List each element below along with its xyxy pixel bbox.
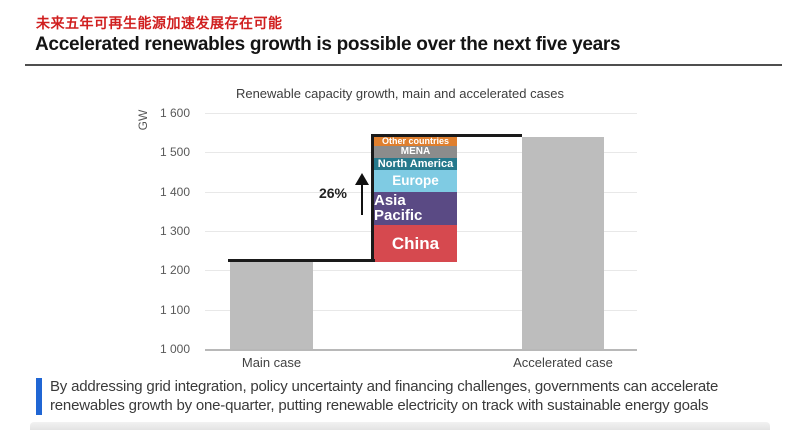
segment-label: North America [377, 157, 454, 170]
segment-north-america: North America [374, 157, 457, 171]
step-line-main-top [228, 259, 375, 263]
header-divider [25, 64, 782, 66]
segment-label: Europe [392, 173, 439, 189]
up-arrow-icon [355, 173, 369, 215]
y-tick-label: 1 200 [159, 263, 190, 278]
increase-stack: Other countries MENA North America Europe As… [374, 137, 457, 263]
y-tick-label: 1 600 [159, 106, 190, 120]
x-label-accelerated-case: Accelerated case [513, 355, 613, 370]
y-tick-label: 1 300 [159, 224, 190, 238]
segment-china: China [374, 225, 457, 263]
segment-label: MENA [400, 146, 431, 158]
y-tick-label: 1 400 [159, 184, 190, 199]
segment-label: China [391, 234, 440, 254]
segment-other-countries: Other countries [374, 137, 457, 147]
gridline [205, 349, 637, 351]
footer-note: By addressing grid integration, policy u… [50, 378, 719, 414]
page-title-chinese: 未来五年可再生能源加速发展存在可能 [36, 15, 283, 31]
segment-mena: MENA [374, 146, 457, 159]
gridline [205, 113, 637, 114]
gridline [205, 270, 637, 272]
bottom-shadow [30, 422, 770, 430]
segment-asia-pacific: Asia Pacific [374, 191, 457, 226]
segment-label: Asia Pacific [374, 192, 423, 225]
bar-accelerated-case [522, 136, 604, 349]
x-label-main-case: Main case [241, 355, 302, 370]
y-tick-label: 1 000 [159, 342, 190, 356]
step-line-accelerated-top [371, 133, 522, 137]
growth-percent-label: 26% [318, 185, 347, 201]
page-title: Accelerated renewables growth is possibl… [35, 34, 621, 55]
gridline [205, 309, 637, 311]
y-tick-label: 1 500 [159, 145, 190, 160]
chart-title: Renewable capacity growth, main and acce… [235, 86, 565, 101]
footer-accent-bar [36, 378, 42, 415]
step-line-vertical [371, 133, 374, 263]
y-tick-label: 1 100 [159, 302, 190, 317]
bar-main-case [230, 262, 313, 349]
segment-europe: Europe [374, 170, 457, 192]
segment-label: Other countries [381, 136, 449, 146]
